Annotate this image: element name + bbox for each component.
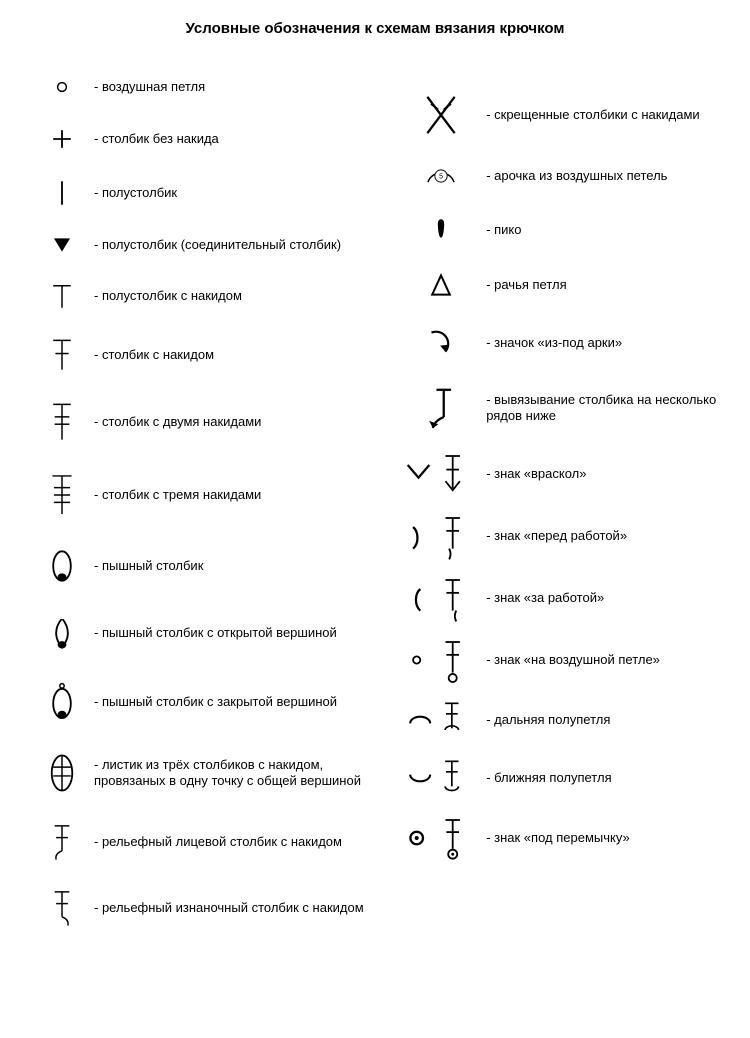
legend-row: - дальняя полупетля — [396, 695, 720, 745]
symbol-rows-below — [396, 378, 486, 438]
legend-row: 5 - арочка из воздушных петель — [396, 153, 720, 199]
symbol-hdc — [30, 273, 94, 319]
legend-label: - воздушная петля — [94, 79, 205, 95]
legend-row: - знак «под перемычку» — [396, 811, 720, 865]
legend-label: - пышный столбик с открытой вершиной — [94, 625, 337, 641]
legend-row: - знак «враскол» — [396, 447, 720, 501]
legend-row: - рельефный изнаночный столбик с накидом — [30, 879, 386, 937]
symbol-front-work — [396, 509, 486, 563]
legend-label: - пико — [486, 222, 521, 238]
legend-row: - пышный столбик с открытой вершиной — [30, 603, 386, 663]
symbol-tr — [30, 392, 94, 452]
legend-label: - полустолбик с накидом — [94, 288, 242, 304]
legend-row: - пышный столбик с закрытой вершиной — [30, 671, 386, 733]
legend-label: - пышный столбик с закрытой вершиной — [94, 694, 337, 710]
symbol-near-halfloop — [396, 753, 486, 803]
legend-row: - рельефный лицевой столбик с накидом — [30, 813, 386, 871]
legend-row: - вывязывание столбика на несколько рядо… — [396, 377, 720, 439]
legend-label: - рельефный лицевой столбик с накидом — [94, 834, 342, 850]
legend-label: - столбик с тремя накидами — [94, 487, 261, 503]
symbol-split — [396, 447, 486, 501]
legend-label: - арочка из воздушных петель — [486, 168, 667, 184]
legend-row: - рачья петля — [396, 261, 720, 309]
legend-label: - столбик без накида — [94, 131, 219, 147]
symbol-fpdc — [30, 813, 94, 871]
legend-col-right: - скрещенные столбики с накидами 5 - аро… — [396, 65, 720, 945]
legend-row: - знак «за работой» — [396, 571, 720, 625]
legend-label: - рачья петля — [486, 277, 566, 293]
legend-label: - знак «перед работой» — [486, 528, 627, 544]
symbol-dc — [30, 327, 94, 383]
legend-label: - столбик с накидом — [94, 347, 214, 363]
legend-row: - полустолбик — [30, 169, 386, 217]
symbol-puff-closed — [30, 672, 94, 732]
legend-label: - дальняя полупетля — [486, 712, 610, 728]
legend-row: - листик из трёх столбиков с накидом, пр… — [30, 741, 386, 805]
legend-row: - столбик с двумя накидами — [30, 391, 386, 453]
symbol-back-work — [396, 571, 486, 625]
legend-col-left: - воздушная петля - столбик без накида -… — [30, 65, 386, 945]
legend-row: - знак «на воздушной петле» — [396, 633, 720, 687]
symbol-dtr — [30, 465, 94, 525]
legend-row: - воздушная петля — [30, 65, 386, 109]
legend-columns: - воздушная петля - столбик без накида -… — [30, 65, 720, 945]
legend-label: - знак «враскол» — [486, 466, 586, 482]
legend-label: - полустолбик — [94, 185, 177, 201]
symbol-picot — [396, 207, 486, 253]
symbol-sc — [30, 117, 94, 161]
legend-row: - знак «перед работой» — [396, 509, 720, 563]
legend-row: - ближняя полупетля — [396, 753, 720, 803]
symbol-under-bar — [396, 811, 486, 865]
legend-row: - пико — [396, 207, 720, 253]
legend-row: - столбик с накидом — [30, 327, 386, 383]
symbol-slip — [30, 169, 94, 217]
legend-row: - пышный столбик — [30, 537, 386, 595]
symbol-on-chain — [396, 633, 486, 687]
legend-row: - значок «из-под арки» — [396, 317, 720, 369]
legend-label: - вывязывание столбика на несколько рядо… — [486, 392, 720, 425]
symbol-crab — [396, 261, 486, 309]
symbol-arch5: 5 — [396, 153, 486, 199]
symbol-bpdc — [30, 879, 94, 937]
page-title: Условные обозначения к схемам вязания кр… — [30, 20, 720, 37]
legend-label: - полустолбик (соединительный столбик) — [94, 237, 341, 253]
legend-label: - ближняя полупетля — [486, 770, 611, 786]
legend-label: - рельефный изнаночный столбик с накидом — [94, 900, 364, 916]
legend-row: - столбик без накида — [30, 117, 386, 161]
symbol-leaf3dc — [30, 743, 94, 803]
legend-label: - столбик с двумя накидами — [94, 414, 261, 430]
symbol-slip-join — [30, 225, 94, 265]
legend-label: - знак «на воздушной петле» — [486, 652, 660, 668]
symbol-far-halfloop — [396, 695, 486, 745]
symbol-under-arch — [396, 317, 486, 369]
legend-label: - знак «за работой» — [486, 590, 604, 606]
legend-label: - значок «из-под арки» — [486, 335, 622, 351]
symbol-crossed — [396, 85, 486, 145]
legend-label: - знак «под перемычку» — [486, 830, 630, 846]
legend-label: - листик из трёх столбиков с накидом, пр… — [94, 757, 386, 790]
legend-row: - полустолбик с накидом — [30, 273, 386, 319]
legend-label: - пышный столбик — [94, 558, 203, 574]
svg-text:5: 5 — [439, 174, 443, 181]
symbol-chain — [30, 65, 94, 109]
legend-row: - полустолбик (соединительный столбик) — [30, 225, 386, 265]
legend-row: - скрещенные столбики с накидами — [396, 85, 720, 145]
legend-row: - столбик с тремя накидами — [30, 461, 386, 529]
legend-label: - скрещенные столбики с накидами — [486, 107, 700, 123]
symbol-puff-open — [30, 603, 94, 663]
symbol-puff — [30, 537, 94, 595]
